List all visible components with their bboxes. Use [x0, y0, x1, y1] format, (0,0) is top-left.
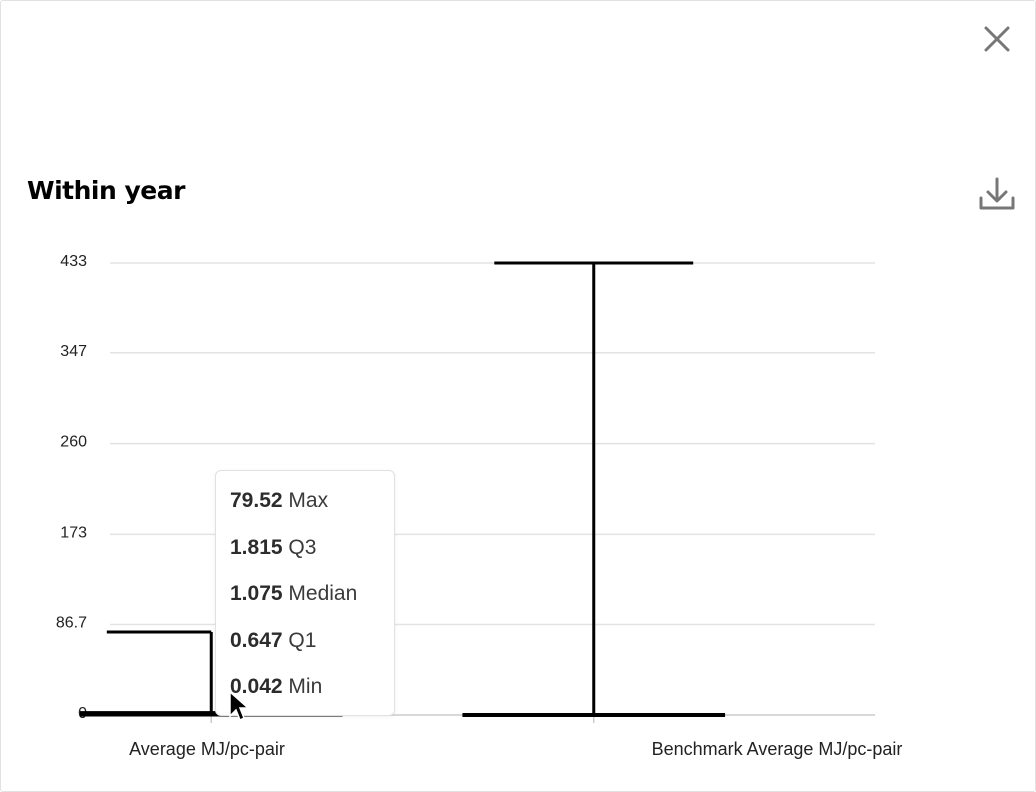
x-category-label: Average MJ/pc-pair [129, 739, 285, 759]
tooltip-value: 1.815 [230, 535, 283, 559]
y-tick-label: 433 [60, 253, 87, 270]
tooltip-label: Min [288, 675, 323, 698]
mouse-cursor-icon [229, 690, 250, 722]
tooltip-value: 0.647 [230, 628, 283, 652]
tooltip-label: Q3 [288, 535, 317, 559]
y-tick-label: 173 [60, 524, 87, 541]
chart-title: Within year [27, 176, 185, 205]
y-tick-label: 260 [60, 434, 87, 451]
download-icon [979, 177, 1015, 210]
close-icon [984, 26, 1010, 52]
tooltip-value: 79.52 [230, 489, 283, 512]
close-button[interactable] [978, 20, 1016, 58]
y-tick-label: 86.7 [56, 614, 87, 631]
tooltip-label: Q1 [288, 628, 317, 652]
tooltip-label: Median [288, 582, 358, 605]
tooltip-row: 0.042 Min [216, 671, 394, 718]
tooltip-value: 1.075 [230, 582, 283, 605]
y-tick-label: 347 [60, 343, 87, 360]
tooltip-row: 79.52 Max [216, 485, 394, 532]
download-button[interactable] [975, 174, 1019, 216]
tooltip-label: Max [288, 489, 329, 512]
tooltip-row: 1.815 Q3 [216, 532, 394, 579]
x-category-label: Benchmark Average MJ/pc-pair [652, 739, 903, 759]
tooltip: 79.52 Max 1.815 Q3 1.075 Median 0.647 Q1 0.0… [215, 470, 395, 716]
tooltip-row: 0.647 Q1 [216, 625, 394, 672]
tooltip-value: 0.042 [230, 675, 283, 698]
tooltip-row: 1.075 Median [216, 578, 394, 625]
